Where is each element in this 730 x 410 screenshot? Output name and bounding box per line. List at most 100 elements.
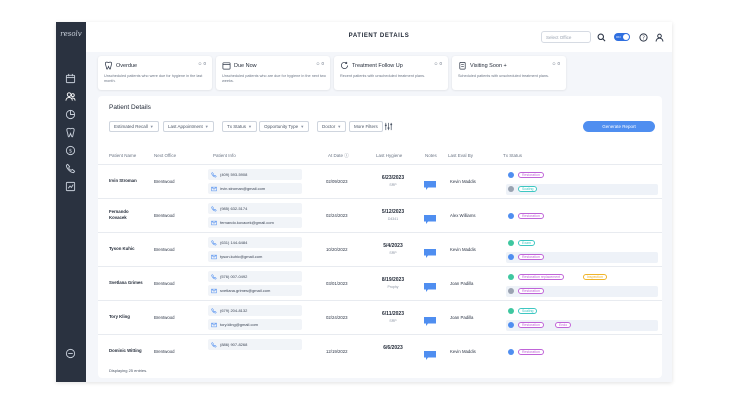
phone-field[interactable]: (576) 007-0492 [208,271,302,282]
panel-title: Patient Details [109,104,151,111]
email-field[interactable]: tyson.kuhic@gmail.com [208,251,302,262]
filter-estimated-recall[interactable]: Estimated Recall ▼ [109,121,159,132]
tx-provider-icon [508,274,514,280]
column-header[interactable]: Patient Name [109,153,137,158]
last-hygiene-code: Prophy [387,285,399,289]
chevron-down-icon: ▼ [337,124,342,129]
patient-name[interactable]: Irvin Stroman [109,178,137,184]
phone-icon [211,341,217,348]
filter-doctor[interactable]: Doctor ▼ [317,121,347,132]
last-hygiene-date: 6/11/2023 [382,311,404,317]
tx-status-badge[interactable]: Scaling [518,308,538,314]
phone-field[interactable]: (631) 144-6484 [208,237,302,248]
card-treatment-follow-up[interactable]: Treatment Follow Up ☺ 0 Recent patients … [334,56,448,90]
tx-status-badge[interactable]: Restoration [518,172,544,178]
phone-field[interactable]: (409) 593-5908 [208,169,302,180]
note-icon[interactable] [424,347,436,360]
tx-status-badge[interactable]: Inspection [583,274,607,280]
tooth-icon[interactable] [63,125,78,140]
column-header[interactable]: Last Eval By [448,153,474,158]
table-row[interactable]: Fernando Kovacek Brentwood (985) 632-5174 fe… [98,198,662,232]
filter-tx-status[interactable]: Tx Status ▼ [222,121,257,132]
table-row[interactable]: Tory Kling Brentwood (679) 204-8132 tory.kl… [98,300,662,334]
filter-more[interactable]: More Filters [349,121,383,132]
table-row[interactable]: Tyson Kuhic Brentwood (631) 144-6484 tyson.… [98,232,662,266]
table-row[interactable]: Irvin Stroman Brentwood (409) 593-5908 irvi… [98,164,662,198]
card-overdue[interactable]: Overdue ☺ 0 Unscheduled patients who wer… [98,56,212,90]
note-icon[interactable] [424,245,436,258]
email-field[interactable]: irvin.stroman@gmail.com [208,183,302,194]
report-icon[interactable] [63,179,78,194]
table-row[interactable]: Dominic Witting Brentwood (886) 907-8268 12… [98,334,662,368]
mail-icon [211,322,217,328]
note-icon[interactable] [424,177,436,190]
patient-name[interactable]: Tyson Kuhic [109,246,134,252]
phone-icon [211,171,217,178]
filter-opportunity-type[interactable]: Opportunity Type ▼ [259,121,310,132]
column-header[interactable]: Last Hygiene [376,153,403,158]
patient-name-line: Fernando [109,209,129,214]
email-address: svetlana.grimes@gmail.com [220,288,271,293]
tx-status-badge[interactable]: Endo [555,322,572,328]
patient-name[interactable]: Tory Kling [109,314,130,320]
tx-status-badge[interactable]: Scaling [518,186,538,192]
patients-icon[interactable] [63,89,78,104]
filter-label: Estimated Recall [114,124,148,129]
filter-sliders-icon[interactable] [384,122,393,131]
column-header[interactable]: Patient Info [213,153,236,158]
patient-name[interactable]: Fernando Kovacek [109,209,129,221]
phone-field[interactable]: (886) 907-8268 [208,339,302,350]
chevron-down-icon: ▼ [248,124,252,129]
tx-status-badge[interactable]: Restoration [518,254,544,260]
column-header[interactable]: Notes [425,153,437,158]
last-hygiene-date: 8/19/2023 [381,277,405,283]
search-icon[interactable] [595,31,607,43]
last-eval-by: Joan Padilla [450,281,474,286]
phone-field[interactable]: (985) 632-5174 [208,203,302,214]
tx-status-badge[interactable]: Restoration [518,213,544,219]
patient-name[interactable]: Dominic Witting [109,348,142,354]
note-icon[interactable] [424,313,436,326]
card-description: Unscheduled patients who were due for hy… [104,74,203,83]
patient-name[interactable]: Svetlana Grimes [109,280,143,286]
calendar-icon[interactable] [63,71,78,86]
chart-pie-icon[interactable] [63,107,78,122]
email-field[interactable]: fernando.kovacek@gmail.com [208,217,302,228]
help-icon[interactable]: ? [637,31,649,43]
note-icon[interactable] [424,211,436,224]
card-title: Treatment Follow Up [352,63,403,69]
email-field[interactable]: tory.kling@gmail.com [208,319,302,330]
last-eval-by: Kevin Maddis [450,247,476,252]
user-icon[interactable] [653,31,665,43]
office-select[interactable]: Select Office [541,31,591,43]
tx-status-line: Scaling [506,184,658,195]
sidebar: resolv $ [56,22,86,382]
tx-status-badge[interactable]: Restoration [518,322,544,328]
card-due-now[interactable]: Due Now ☺ 0 Unscheduled patients who are… [216,56,330,90]
column-header[interactable]: At Date ⓘ [328,153,349,158]
next-office: Brentwood [154,315,175,320]
email-field[interactable]: svetlana.grimes@gmail.com [208,285,302,296]
column-header[interactable]: Tx Status [503,153,523,158]
tx-status-badge[interactable]: Restoration replacement [518,274,565,280]
phone-icon [211,205,217,212]
toggle-switch[interactable]: ON [614,33,630,41]
card-visiting-soon[interactable]: Visiting Soon + ☺ 0 Scheduled patients w… [452,56,566,90]
tx-status-badge[interactable]: Restoration [518,288,544,294]
phone-number: (576) 007-0492 [220,274,248,279]
dollar-icon[interactable]: $ [63,143,78,158]
column-header[interactable]: Next Office [154,153,177,158]
tx-status-badge[interactable]: Exam [518,240,535,246]
last-hygiene-date: 6/23/2023 [381,175,405,181]
phone-field[interactable]: (679) 204-8132 [208,305,302,316]
phone-number: (886) 907-8268 [220,342,248,347]
phone-icon[interactable] [63,161,78,176]
tx-status-badge[interactable]: Restoration [518,349,544,355]
mail-icon [211,288,217,294]
filter-last-appointment[interactable]: Last Appointment ▼ [163,121,214,132]
logout-icon[interactable] [63,346,78,361]
generate-report-button[interactable]: Generate Report [583,121,655,132]
card-description: Unscheduled patients who are due for hyg… [222,74,326,83]
table-row[interactable]: Svetlana Grimes Brentwood (576) 007-0492 sv… [98,266,662,300]
note-icon[interactable] [424,279,436,292]
